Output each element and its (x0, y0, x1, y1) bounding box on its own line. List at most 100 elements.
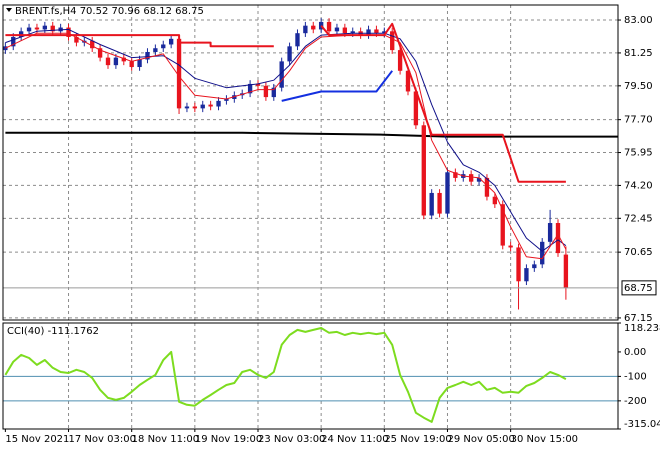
candle-body (318, 21, 324, 30)
candle-body (390, 31, 395, 51)
candle-body (3, 46, 8, 51)
candle-body (208, 104, 213, 107)
candle-body (429, 192, 434, 216)
candle-body (295, 33, 300, 47)
candle-body (500, 204, 505, 246)
candle-body (492, 196, 498, 205)
candle-body (532, 264, 537, 269)
candle-body (66, 27, 71, 37)
candle-body (437, 192, 442, 214)
candle-body (129, 61, 134, 68)
candle-body (26, 27, 32, 32)
candle-body (247, 83, 253, 94)
candle-body (97, 48, 103, 58)
symbol: BRENT.fs,H4 (15, 6, 77, 17)
menu-arrow[interactable] (6, 8, 12, 12)
candle-body (421, 125, 426, 216)
close-value: 68.75 (175, 6, 204, 17)
candle-body (468, 174, 474, 182)
candle-body (311, 25, 316, 30)
x-tick-label: 25 Nov 19:00 (384, 434, 451, 445)
x-tick-label: 29 Nov 05:00 (447, 434, 514, 445)
y-tick-label: 83.00 (624, 15, 653, 26)
candle-body (476, 177, 482, 182)
candle-body (192, 106, 198, 109)
candle-body (11, 36, 16, 47)
candle-body (555, 223, 561, 254)
candle-body (145, 51, 150, 60)
cci-line (4, 327, 567, 423)
y-tick-label: 77.70 (624, 115, 653, 126)
candle-body (326, 21, 332, 32)
candle-body (279, 61, 284, 88)
low-value: 68.12 (143, 6, 172, 17)
price-tag (621, 280, 657, 296)
candle-body (34, 27, 40, 30)
candle-body (303, 25, 308, 34)
candle-body (382, 31, 387, 34)
candle-body (255, 83, 261, 86)
high-value: 70.96 (112, 6, 141, 17)
y-tick-label: 79.50 (624, 81, 653, 92)
y-tick-label: 74.20 (624, 180, 653, 191)
candle-body (137, 59, 142, 68)
y-tick-label: 0.00 (624, 347, 646, 358)
candle-body (113, 57, 119, 66)
candle-body (42, 25, 48, 30)
candle-body (271, 87, 276, 98)
marks-layer (3, 18, 618, 423)
candle-body (540, 241, 545, 265)
indicator-value: -111.1762 (48, 326, 99, 337)
candle-body (484, 177, 490, 197)
candle-body (74, 36, 79, 43)
candle-body (161, 44, 166, 49)
x-tick-label: 18 Nov 11:00 (132, 434, 199, 445)
y-tick-label: 72.45 (624, 213, 653, 224)
candle-body (184, 106, 190, 109)
candle-body (445, 172, 450, 214)
open-value: 70.52 (80, 6, 109, 17)
candle-body (153, 48, 158, 52)
candle-body (200, 104, 205, 109)
candle-body (405, 70, 411, 92)
x-tick-label: 24 Nov 11:00 (321, 434, 388, 445)
candle-body (453, 172, 458, 178)
candle-body (168, 38, 174, 45)
candle-body (216, 100, 221, 107)
candle-body (524, 268, 529, 282)
x-tick-label: 17 Nov 03:00 (69, 434, 136, 445)
indicator-header: CCI(40) -111.1762 (7, 326, 99, 337)
candle-body (413, 91, 419, 126)
candle-body (287, 46, 292, 62)
indicator-line (5, 131, 618, 138)
y-tick-label: -315.0451 (624, 419, 660, 430)
candle-body (334, 27, 340, 32)
price-tag-label: 68.75 (624, 283, 653, 294)
candle-body (224, 98, 229, 101)
candle-body (516, 247, 521, 282)
x-tick-label: 15 Nov 2021 (5, 434, 69, 445)
y-tick-label: 75.95 (624, 148, 653, 159)
candle-body (90, 40, 95, 49)
indicator-line (281, 70, 393, 102)
y-tick-label: 67.15 (624, 313, 653, 324)
candle-body (342, 27, 348, 34)
candle-body (563, 254, 569, 288)
grid-layer (3, 5, 618, 429)
y-tick-label: 118.2387 (624, 323, 660, 334)
indicator-line (5, 22, 566, 183)
candle-body (374, 29, 379, 34)
indicator-name: CCI(40) (7, 326, 45, 337)
header: BRENT.fs,H4 70.52 70.96 68.12 68.75 (15, 6, 204, 17)
candle-body (397, 50, 403, 71)
candle-body (50, 25, 55, 32)
y-tick-label: -100 (624, 371, 647, 382)
candle-body (176, 38, 182, 109)
main-frame (2, 4, 619, 321)
candle-body (366, 29, 371, 36)
candle-body (121, 57, 126, 62)
y-tick-label: 70.65 (624, 247, 653, 258)
candle-body (350, 31, 355, 34)
